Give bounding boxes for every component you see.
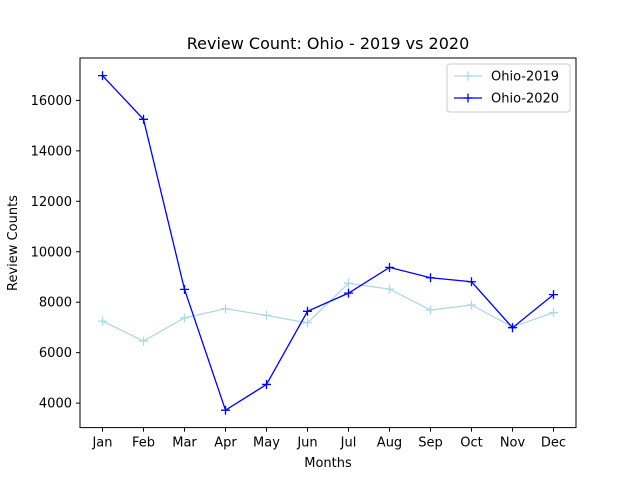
y-tick-label: 10000 [31,245,72,260]
data-point-ohio-2019 [180,313,189,323]
data-point-ohio-2019 [262,310,271,320]
legend-label-ohio-2019: Ohio-2019 [491,70,559,85]
plot-frame [79,57,577,429]
data-point-ohio-2020 [98,71,107,81]
x-tick-label: Apr [214,436,237,451]
data-point-ohio-2019 [344,278,353,288]
data-point-ohio-2019 [426,305,435,315]
data-point-ohio-2019 [385,284,394,294]
x-axis: Jan Feb Mar Apr May Jun Jul Aug Sep Oct Nov Dec [91,427,566,451]
series-line-ohio-2019 [102,282,554,342]
x-tick-label: Jan [91,436,112,451]
x-tick-label: Sep [418,436,443,451]
y-tick-label: 16000 [31,94,72,109]
y-tick-label: 12000 [31,195,72,210]
data-point-ohio-2019 [221,304,230,314]
x-axis-label: Months [304,456,352,471]
data-point-ohio-2020 [385,262,394,272]
data-point-ohio-2019 [467,300,476,310]
data-point-ohio-2020 [139,114,148,124]
x-tick-label: Jun [296,436,317,451]
data-point-ohio-2019 [139,336,148,346]
y-tick-label: 14000 [31,144,72,159]
x-tick-label: Jul [340,436,357,451]
data-point-ohio-2020 [180,284,189,294]
y-tick-label: 8000 [39,296,72,311]
data-point-ohio-2020 [467,277,476,287]
y-axis-label: Review Counts [6,195,21,291]
data-point-ohio-2019 [303,318,312,328]
data-point-ohio-2020 [262,379,271,389]
x-tick-label: May [253,436,280,451]
y-axis: 4000 6000 8000 10000 12000 14000 16000 [31,94,80,412]
x-tick-label: Nov [500,436,526,451]
data-point-ohio-2019 [98,316,107,326]
data-point-ohio-2020 [549,290,558,300]
data-point-ohio-2019 [549,308,558,318]
legend-label-ohio-2020: Ohio-2020 [491,92,559,107]
y-tick-label: 6000 [39,346,72,361]
x-tick-label: Mar [172,436,197,451]
y-tick-label: 4000 [39,397,72,412]
x-tick-label: Feb [132,436,155,451]
series-layer [98,71,558,415]
legend-marker-ohio-2019 [463,71,473,81]
chart-title: Review Count: Ohio - 2019 vs 2020 [187,34,470,53]
data-point-ohio-2020 [508,323,517,333]
data-point-ohio-2020 [426,273,435,283]
legend-marker-ohio-2020 [463,93,473,103]
x-tick-label: Dec [541,436,566,451]
data-point-ohio-2020 [303,306,312,316]
x-tick-label: Aug [377,436,402,451]
legend: Ohio-2019 Ohio-2020 [446,63,571,113]
x-tick-label: Oct [460,436,482,451]
data-point-ohio-2020 [221,405,230,415]
data-point-ohio-2020 [344,288,353,298]
series-line-ohio-2020 [102,75,554,412]
